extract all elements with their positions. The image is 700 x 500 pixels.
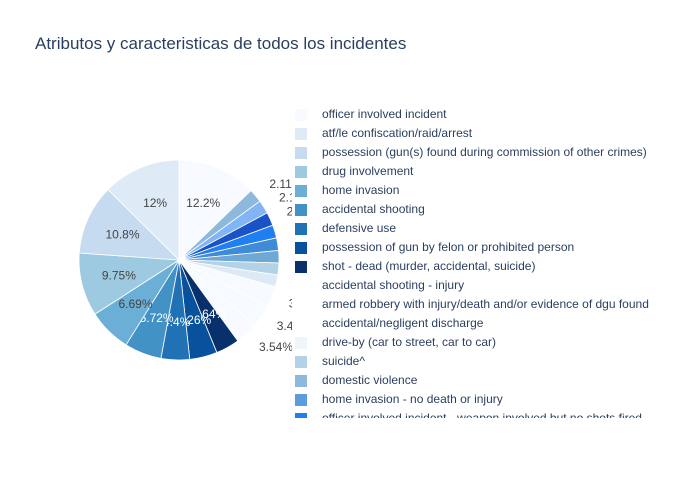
- legend-item[interactable]: drug involvement: [292, 163, 672, 182]
- legend-label: defensive use: [322, 221, 397, 235]
- pie-slice[interactable]: [178, 159, 252, 261]
- legend[interactable]: officer involved incident atf/le confisca…: [292, 106, 672, 418]
- legend-swatch: [295, 242, 307, 254]
- legend-item[interactable]: home invasion - no death or injury: [292, 391, 672, 410]
- legend-label: accidental shooting - injury: [322, 278, 465, 292]
- slice-label: 3.46%: [277, 319, 311, 333]
- legend-swatch: [295, 413, 307, 418]
- legend-label: drive-by (car to street, car to car): [322, 335, 497, 349]
- legend-label: armed robbery with injury/death and/or e…: [322, 297, 649, 311]
- slice-label: 6.69%: [118, 297, 152, 311]
- pie-slice[interactable]: [78, 189, 181, 261]
- slice-label: 5.72%: [140, 311, 174, 325]
- pie-slice[interactable]: [107, 159, 180, 261]
- legend-swatch: [295, 280, 307, 292]
- legend-label: officer involved incident: [322, 107, 447, 121]
- legend-item[interactable]: armed robbery with injury/death and/or e…: [292, 296, 672, 315]
- legend-item[interactable]: domestic violence: [292, 372, 672, 391]
- legend-swatch: [295, 128, 307, 140]
- legend-label: possession (gun(s) found during commissi…: [322, 145, 647, 159]
- legend-item[interactable]: suicide^: [292, 353, 672, 372]
- legend-item[interactable]: drive-by (car to street, car to car): [292, 334, 672, 353]
- legend-item[interactable]: atf/le confiscation/raid/arrest: [292, 125, 672, 144]
- legend-swatch: [295, 223, 307, 235]
- legend-item[interactable]: possession (gun(s) found during commissi…: [292, 144, 672, 163]
- legend-swatch: [295, 375, 307, 387]
- slice-label: 12.2%: [186, 196, 220, 210]
- legend-label: accidental shooting: [322, 202, 425, 216]
- legend-item[interactable]: home invasion: [292, 182, 672, 201]
- legend-label: possession of gun by felon or prohibited…: [322, 240, 575, 254]
- legend-swatch: [295, 166, 307, 178]
- slice-label: 4.4%: [163, 315, 191, 329]
- legend-label: accidental/negligent discharge: [322, 316, 484, 330]
- slice-label: 10.8%: [105, 227, 139, 241]
- legend-swatch: [295, 356, 307, 368]
- chart-title: Atributos y caracteristicas de todos los…: [35, 34, 407, 53]
- slice-label: 3.2: [289, 296, 306, 310]
- legend-swatch: [295, 299, 307, 311]
- legend-swatch: [295, 109, 307, 121]
- legend-swatch: [295, 337, 307, 349]
- legend-item[interactable]: accidental/negligent discharge: [292, 315, 672, 334]
- legend-swatch: [295, 185, 307, 197]
- legend-swatch: [295, 261, 307, 273]
- slice-label: 2.: [287, 205, 297, 219]
- legend-label: drug involvement: [322, 164, 414, 178]
- slice-label: 9.75%: [102, 268, 136, 282]
- slice-label: 2.11%: [269, 177, 302, 191]
- legend-swatch: [295, 318, 307, 330]
- legend-swatch: [295, 204, 307, 216]
- slice-label: 12%: [143, 196, 167, 210]
- legend-label: officer involved incident - weapon invol…: [322, 411, 642, 418]
- legend-item[interactable]: defensive use: [292, 220, 672, 239]
- legend-swatch: [295, 394, 307, 406]
- legend-item[interactable]: accidental shooting: [292, 201, 672, 220]
- legend-label: domestic violence: [322, 373, 418, 387]
- legend-item[interactable]: officer involved incident: [292, 106, 672, 125]
- legend-label: home invasion - no death or injury: [322, 392, 503, 406]
- legend-label: home invasion: [322, 183, 400, 197]
- legend-label: suicide^: [322, 354, 365, 368]
- legend-swatch: [295, 147, 307, 159]
- slice-label: 3.54%: [259, 340, 293, 354]
- legend-label: shot - dead (murder, accidental, suicide…: [322, 259, 536, 273]
- legend-item[interactable]: officer involved incident - weapon invol…: [292, 410, 672, 418]
- legend-item[interactable]: accidental shooting - injury: [292, 277, 672, 296]
- legend-label: atf/le confiscation/raid/arrest: [322, 126, 473, 140]
- legend-item[interactable]: possession of gun by felon or prohibited…: [292, 239, 672, 258]
- legend-item[interactable]: shot - dead (murder, accidental, suicide…: [292, 258, 672, 277]
- slice-label: 2.1%: [279, 190, 307, 204]
